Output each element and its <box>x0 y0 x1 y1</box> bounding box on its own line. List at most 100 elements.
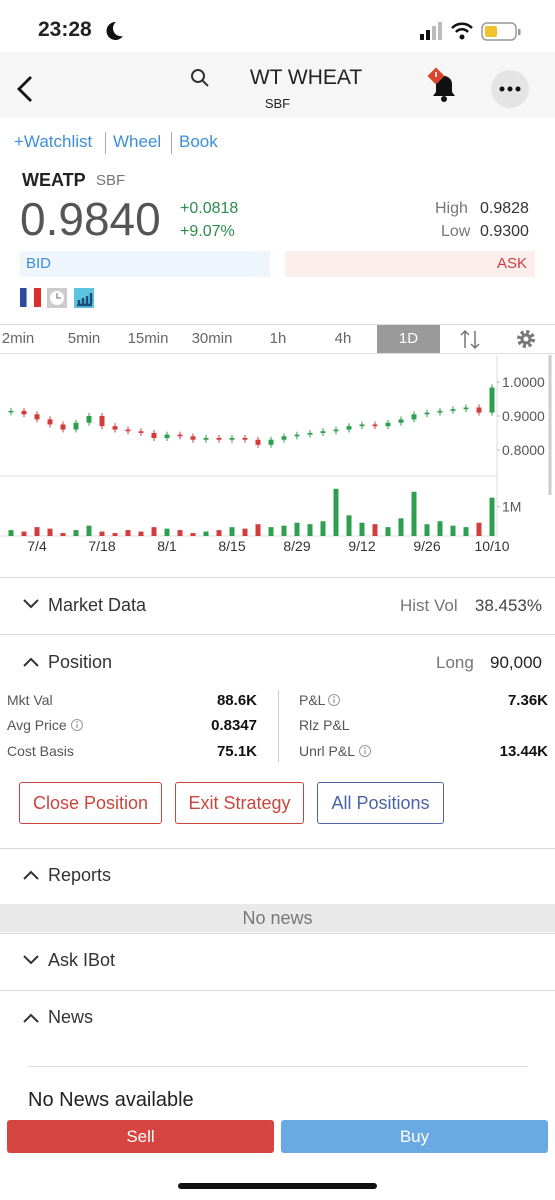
volume-bar <box>255 524 261 536</box>
sell-button[interactable]: Sell <box>7 1120 274 1153</box>
candle <box>203 438 209 440</box>
x-tick-label: 8/1 <box>157 538 177 554</box>
symbol: WEATP <box>22 170 86 190</box>
divider <box>0 933 555 934</box>
search-icon[interactable] <box>190 68 210 88</box>
info-icon[interactable] <box>70 718 84 732</box>
candle <box>489 387 495 413</box>
row-label: Avg Price <box>7 717 67 733</box>
candle <box>307 432 313 435</box>
divider <box>0 990 555 991</box>
chevron-down[interactable] <box>22 953 40 967</box>
timeframe-tab[interactable]: 30min <box>191 330 233 347</box>
reports-title[interactable]: Reports <box>48 865 112 885</box>
row-label: Mkt Val <box>7 692 53 708</box>
divider <box>0 848 555 849</box>
volume-bar <box>229 527 235 536</box>
column-divider <box>278 690 279 762</box>
volume-bar <box>398 518 404 536</box>
y-tick-label: 1.0000 <box>502 374 545 390</box>
settings-icon[interactable] <box>514 327 538 351</box>
chevron-up[interactable] <box>22 868 40 882</box>
volume-bar <box>177 530 183 536</box>
more-button[interactable] <box>490 69 530 109</box>
x-tick-label: 7/4 <box>27 538 47 554</box>
timeframe-tab[interactable]: 15min <box>127 330 169 347</box>
chevron-down[interactable] <box>22 597 40 611</box>
separator <box>105 132 106 154</box>
candle <box>60 424 66 430</box>
news-title[interactable]: News <box>48 1007 94 1027</box>
book-link[interactable]: Book <box>179 132 218 151</box>
volume-bar <box>216 530 222 536</box>
back-button[interactable] <box>14 74 38 104</box>
sort-icon[interactable] <box>458 328 482 350</box>
candle <box>255 439 261 445</box>
candle <box>99 416 105 427</box>
timeframe-tab[interactable]: 5min <box>67 330 101 347</box>
timeframe-tab[interactable]: 1D <box>377 325 440 353</box>
info-icon[interactable] <box>358 744 372 758</box>
watchlist-link[interactable]: +Watchlist <box>14 132 93 151</box>
info-icon[interactable] <box>327 693 341 707</box>
chevron-up[interactable] <box>22 655 40 669</box>
moon-icon <box>106 21 123 40</box>
symbol-exchange: SBF <box>96 172 126 189</box>
chevron-up[interactable] <box>22 1011 40 1025</box>
candle <box>476 407 482 413</box>
volume-bar <box>489 497 495 536</box>
volume-bar <box>411 491 417 536</box>
close-position-button[interactable]: Close Position <box>19 782 162 824</box>
volume-bar <box>320 521 326 536</box>
alert-bell[interactable] <box>424 66 464 106</box>
header-bg <box>0 52 555 118</box>
position-quantity: 90,000 <box>490 653 542 672</box>
position-side: Long <box>436 653 474 672</box>
exit-strategy-button[interactable]: Exit Strategy <box>175 782 304 824</box>
candle <box>398 419 404 423</box>
x-tick-label: 8/29 <box>283 538 310 554</box>
volume-tick-label: 1M <box>502 499 521 515</box>
wheel-link[interactable]: Wheel <box>113 132 162 151</box>
candle <box>268 439 274 445</box>
y-tick-label: 0.8000 <box>502 442 545 458</box>
volume-bar <box>8 530 14 536</box>
last-price: 0.9840 <box>20 193 161 245</box>
buy-button[interactable]: Buy <box>281 1120 548 1153</box>
volume-bar <box>190 533 196 536</box>
status-time: 23:28 <box>38 18 92 41</box>
x-tick-label: 7/18 <box>88 538 115 554</box>
all-positions-button[interactable]: All Positions <box>317 782 444 824</box>
candle <box>372 424 378 427</box>
quote-icons <box>20 287 94 308</box>
timeframe-tab[interactable]: 2min <box>1 330 35 347</box>
candle <box>86 416 92 423</box>
candle <box>164 434 170 439</box>
y-tick-label: 0.9000 <box>502 408 545 424</box>
volume-bar <box>294 522 300 536</box>
ask-ibot-title[interactable]: Ask IBot <box>48 950 116 970</box>
timeframe-tab[interactable]: 1h <box>269 330 287 347</box>
volume-bar <box>307 524 313 536</box>
divider <box>0 634 555 635</box>
candle <box>424 412 430 415</box>
home-indicator <box>178 1183 377 1189</box>
ask-box[interactable]: ASK <box>285 251 535 277</box>
position-title[interactable]: Position <box>48 652 113 672</box>
market-data-title[interactable]: Market Data <box>48 595 147 615</box>
hist-vol-label: Hist Vol <box>400 596 458 615</box>
bid-box[interactable]: BID <box>20 251 270 277</box>
low-value: 0.9300 <box>480 223 529 240</box>
change: +0.0818 <box>180 200 239 217</box>
candle <box>125 429 131 432</box>
price-chart: 1.0000 0.9000 0.8000 1M 7/4 7/18 8/1 8/15 8/29 9/… <box>0 355 552 554</box>
candle <box>47 419 53 425</box>
candle <box>151 432 157 439</box>
candle <box>190 436 196 440</box>
volume-bar <box>242 528 248 536</box>
volume-bar <box>21 531 27 536</box>
bid-label: BID <box>26 255 52 272</box>
candle <box>346 426 352 430</box>
hist-vol-value: 38.453% <box>474 596 542 615</box>
timeframe-tab[interactable]: 4h <box>334 330 352 347</box>
